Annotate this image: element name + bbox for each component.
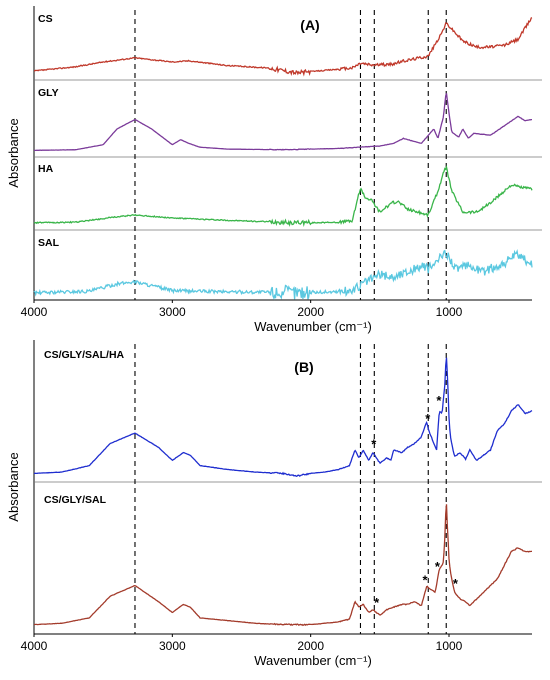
peak-marker: * [435,559,441,574]
series-label: CS/GLY/SAL [44,494,107,506]
series-label: CS/GLY/SAL/HA [44,349,125,361]
x-tick-label: 3000 [159,639,186,653]
series-label: GLY [38,87,59,99]
x-tick-label: 3000 [159,305,186,319]
panel-b: CS/GLY/SAL/HA CS/GLY/SAL * * * * * * * 4000 3000 20… [6,340,542,668]
spectrum-line-ha [33,164,533,227]
spectrum-line-cs-gly-sal [34,504,532,627]
series-label: CS [38,13,53,25]
peak-marker: * [371,437,377,452]
series-label: HA [38,163,54,175]
panel-a: CS GLY HA SAL 4000 3000 2000 1000 Wavenumber (cm… [6,6,542,334]
peak-marker: * [436,393,442,408]
x-tick-label: 2000 [297,305,324,319]
peak-marker: * [374,595,380,610]
y-axis-title: Absorbance [6,452,21,521]
x-axis-title: Wavenumber (cm⁻¹) [254,653,372,668]
panel-label: (A) [300,17,319,33]
peak-marker: * [422,573,428,588]
peak-marker: * [453,576,459,591]
x-tick-label: 1000 [436,639,463,653]
spectrum-line-cs-gly-sal-ha [33,357,533,478]
x-tick-label: 4000 [21,639,48,653]
spectrum-line-cs [34,17,533,77]
x-tick-label: 2000 [297,639,324,653]
x-tick-label: 1000 [436,305,463,319]
series-label: SAL [38,237,60,249]
x-axis-title: Wavenumber (cm⁻¹) [254,319,372,334]
x-tick-label: 4000 [21,305,48,319]
peak-marker: * [425,411,431,426]
spectrum-line-sal [33,249,533,301]
y-axis-title: Absorbance [6,118,21,187]
spectrum-line-gly [33,93,532,152]
panel-label: (B) [294,359,313,375]
